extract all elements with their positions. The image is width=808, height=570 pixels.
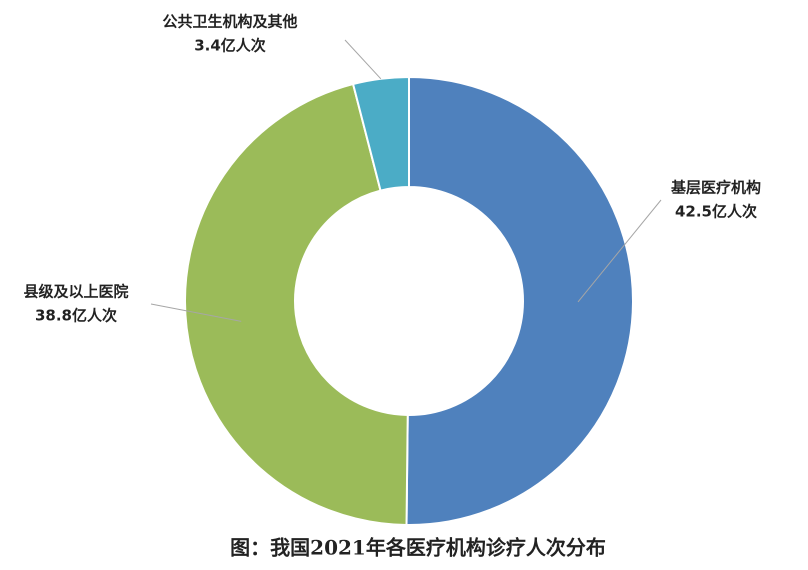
leader-line	[344, 39, 382, 80]
category-label: 基层医疗机构	[670, 179, 761, 197]
chart-title: 图：我国2021年各医疗机构诊疗人次分布	[230, 536, 606, 560]
category-label: 公共卫生机构及其他	[162, 13, 297, 31]
donut-slice	[351, 75, 410, 192]
donut-slice	[184, 82, 409, 526]
category-label: 县级及以上医院	[23, 283, 128, 301]
value-label: 42.5亿人次	[675, 203, 757, 221]
value-label: 38.8亿人次	[35, 307, 117, 325]
leader-line	[577, 199, 662, 303]
value-label: 3.4亿人次	[194, 37, 266, 55]
donut-slice	[405, 75, 634, 526]
leader-line	[150, 303, 242, 322]
